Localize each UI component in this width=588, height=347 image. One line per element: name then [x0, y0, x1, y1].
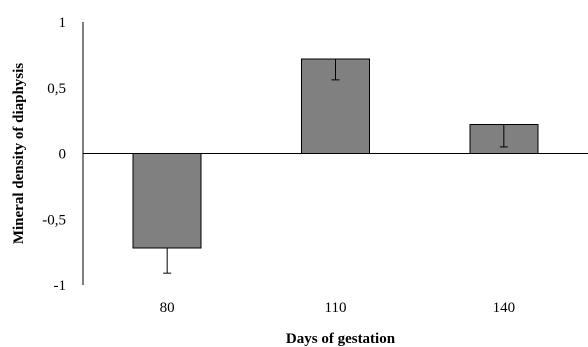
y-tick-label: -1 [54, 278, 67, 294]
y-tick-label: 1 [59, 15, 67, 31]
x-tick-label-80: 80 [160, 300, 175, 316]
error-bars-group [163, 58, 508, 274]
x-tick-label-110: 110 [325, 300, 347, 316]
x-tick-label-140: 140 [493, 300, 516, 316]
y-tick-label: 0,5 [47, 81, 66, 97]
y-axis-title: Mineral density of diaphysis [11, 63, 27, 244]
x-axis-title: Days of gestation [286, 331, 396, 347]
y-axis-ticks: 1 0,5 0 -0,5 -1 [42, 15, 66, 294]
x-axis-ticks: 80 110 140 [160, 300, 515, 316]
y-tick-label: 0 [59, 147, 67, 163]
bar-80 [132, 153, 202, 249]
y-tick-label: -0,5 [42, 212, 66, 228]
